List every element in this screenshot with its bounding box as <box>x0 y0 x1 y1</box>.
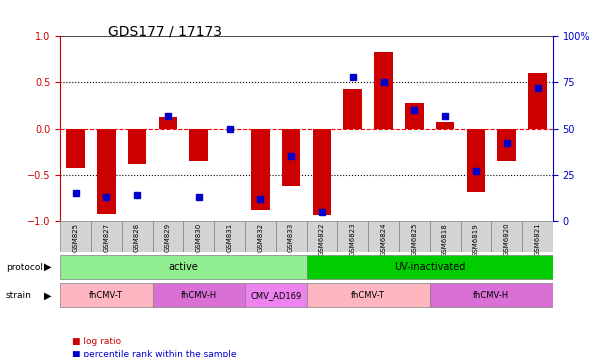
Text: ▶: ▶ <box>44 262 51 272</box>
Bar <box>251 129 269 210</box>
Text: GSM6825: GSM6825 <box>411 223 417 256</box>
Text: GSM6824: GSM6824 <box>380 223 386 256</box>
Text: GDS177 / 17173: GDS177 / 17173 <box>108 25 222 39</box>
Text: GSM830: GSM830 <box>196 223 202 252</box>
FancyBboxPatch shape <box>307 255 553 279</box>
FancyBboxPatch shape <box>522 221 553 252</box>
FancyBboxPatch shape <box>307 221 337 252</box>
Text: active: active <box>168 262 198 272</box>
Bar <box>189 129 208 161</box>
Text: GSM828: GSM828 <box>134 223 140 252</box>
Text: fhCMV-T: fhCMV-T <box>351 291 385 300</box>
Text: GSM825: GSM825 <box>73 223 79 252</box>
Text: GSM6821: GSM6821 <box>534 223 540 256</box>
FancyBboxPatch shape <box>214 221 245 252</box>
FancyBboxPatch shape <box>245 283 307 307</box>
FancyBboxPatch shape <box>460 221 491 252</box>
FancyBboxPatch shape <box>60 255 307 279</box>
FancyBboxPatch shape <box>60 221 91 252</box>
Bar <box>128 129 146 164</box>
Text: UV-inactivated: UV-inactivated <box>394 262 465 272</box>
Text: fhCMV-T: fhCMV-T <box>90 291 123 300</box>
FancyBboxPatch shape <box>307 283 430 307</box>
Text: ■ percentile rank within the sample: ■ percentile rank within the sample <box>72 350 237 357</box>
Bar <box>436 122 454 129</box>
FancyBboxPatch shape <box>153 283 245 307</box>
Text: ■ log ratio: ■ log ratio <box>72 337 121 346</box>
Text: protocol: protocol <box>6 262 43 272</box>
FancyBboxPatch shape <box>399 221 430 252</box>
FancyBboxPatch shape <box>368 221 399 252</box>
FancyBboxPatch shape <box>183 221 214 252</box>
Text: ▶: ▶ <box>44 291 51 301</box>
FancyBboxPatch shape <box>430 283 553 307</box>
Text: GSM832: GSM832 <box>257 223 263 252</box>
Bar <box>159 117 177 129</box>
Text: GSM831: GSM831 <box>227 223 233 252</box>
FancyBboxPatch shape <box>60 283 153 307</box>
Bar <box>66 129 85 167</box>
Text: GSM827: GSM827 <box>103 223 109 252</box>
Bar <box>374 52 393 129</box>
FancyBboxPatch shape <box>430 221 460 252</box>
Text: GSM829: GSM829 <box>165 223 171 252</box>
FancyBboxPatch shape <box>491 221 522 252</box>
Bar <box>498 129 516 161</box>
Text: fhCMV-H: fhCMV-H <box>473 291 510 300</box>
Text: GSM6818: GSM6818 <box>442 223 448 257</box>
Text: GSM6822: GSM6822 <box>319 223 325 256</box>
Bar <box>405 104 424 129</box>
FancyBboxPatch shape <box>153 221 183 252</box>
Text: GSM6819: GSM6819 <box>473 223 479 257</box>
Text: GSM833: GSM833 <box>288 223 294 252</box>
FancyBboxPatch shape <box>91 221 121 252</box>
Text: GSM6823: GSM6823 <box>350 223 356 256</box>
Text: GSM6820: GSM6820 <box>504 223 510 256</box>
Bar <box>97 129 115 214</box>
FancyBboxPatch shape <box>121 221 153 252</box>
Text: CMV_AD169: CMV_AD169 <box>250 291 301 300</box>
Text: fhCMV-H: fhCMV-H <box>181 291 217 300</box>
Text: strain: strain <box>6 291 32 300</box>
FancyBboxPatch shape <box>337 221 368 252</box>
FancyBboxPatch shape <box>276 221 307 252</box>
FancyBboxPatch shape <box>245 221 276 252</box>
Bar <box>282 129 300 186</box>
Bar <box>528 73 547 129</box>
Bar <box>343 89 362 129</box>
Bar <box>313 129 331 215</box>
Bar <box>466 129 485 192</box>
